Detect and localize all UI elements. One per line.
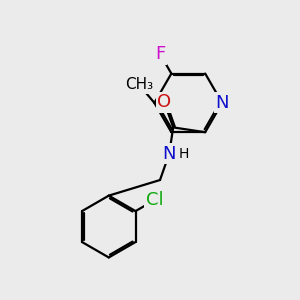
Text: H: H bbox=[179, 147, 189, 160]
Text: CH₃: CH₃ bbox=[125, 77, 153, 92]
Text: F: F bbox=[155, 45, 165, 63]
Text: N: N bbox=[215, 94, 229, 112]
Text: O: O bbox=[157, 93, 171, 111]
Text: N: N bbox=[163, 145, 176, 163]
Text: Cl: Cl bbox=[146, 191, 164, 209]
